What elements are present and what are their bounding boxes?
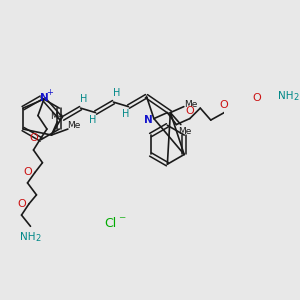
Text: Me: Me [184,100,197,109]
Text: O: O [185,106,194,116]
Text: N: N [143,115,152,125]
Text: O: O [29,133,38,143]
Text: Me: Me [67,121,81,130]
Text: N: N [40,93,48,103]
Text: NH: NH [278,91,293,101]
Text: H: H [80,94,87,104]
Text: Me: Me [178,127,191,136]
Text: ⁻: ⁻ [118,214,126,228]
Text: H: H [122,109,129,119]
Text: H: H [89,115,96,125]
Text: 2: 2 [35,234,40,243]
Text: Cl: Cl [105,217,117,230]
Text: +: + [46,88,52,97]
Text: O: O [17,199,26,209]
Text: Me: Me [50,112,63,121]
Text: 2: 2 [293,93,298,102]
Text: O: O [253,93,262,103]
Text: O: O [23,167,32,177]
Text: O: O [220,100,229,110]
Text: NH: NH [20,232,35,242]
Text: H: H [113,88,120,98]
